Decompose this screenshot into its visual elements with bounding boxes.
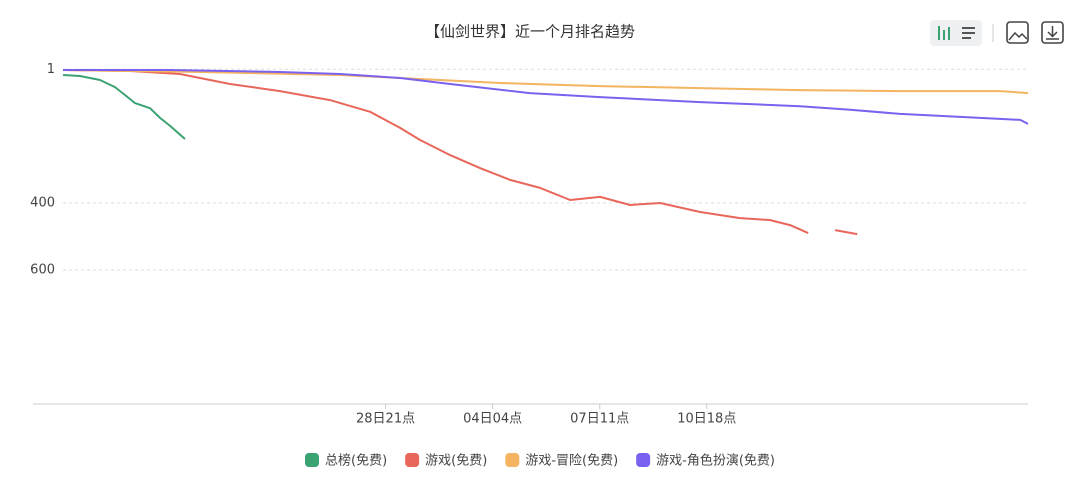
legend-label[interactable]: 游戏-冒险(免费) [525, 454, 618, 469]
x-tick-label: 07日11点 [570, 412, 629, 427]
series-line [62, 69, 858, 236]
x-tick-label: 10日18点 [677, 412, 736, 427]
legend-swatch[interactable] [305, 453, 319, 467]
y-tick-label: 600 [30, 262, 55, 277]
legend-label[interactable]: 总榜(免费) [325, 453, 387, 469]
list-icon [962, 27, 975, 39]
legend-label[interactable]: 游戏-角色扮演(免费) [656, 453, 775, 469]
legend-swatch[interactable] [636, 453, 651, 467]
bar-icon [938, 26, 950, 40]
y-tick-label: 400 [30, 195, 55, 210]
series-line [62, 69, 1029, 95]
series-line [63, 69, 1029, 125]
image-icon [1008, 31, 1028, 41]
toolbar [930, 20, 1064, 46]
download-icon [1046, 26, 1059, 40]
chart-title: 【仙剑世界】近一个月排名趋势 [425, 23, 635, 41]
y-tick-label: 1 [47, 62, 55, 77]
legend-swatch[interactable] [505, 453, 520, 467]
x-tick-label: 28日21点 [356, 412, 415, 427]
download-button[interactable] [1041, 21, 1064, 44]
legend-label[interactable]: 游戏(免费) [425, 454, 487, 469]
image-button[interactable] [1006, 21, 1029, 44]
legend-swatch[interactable] [405, 453, 420, 467]
x-tick-label: 04日04点 [463, 412, 522, 427]
series-line [62, 74, 186, 140]
